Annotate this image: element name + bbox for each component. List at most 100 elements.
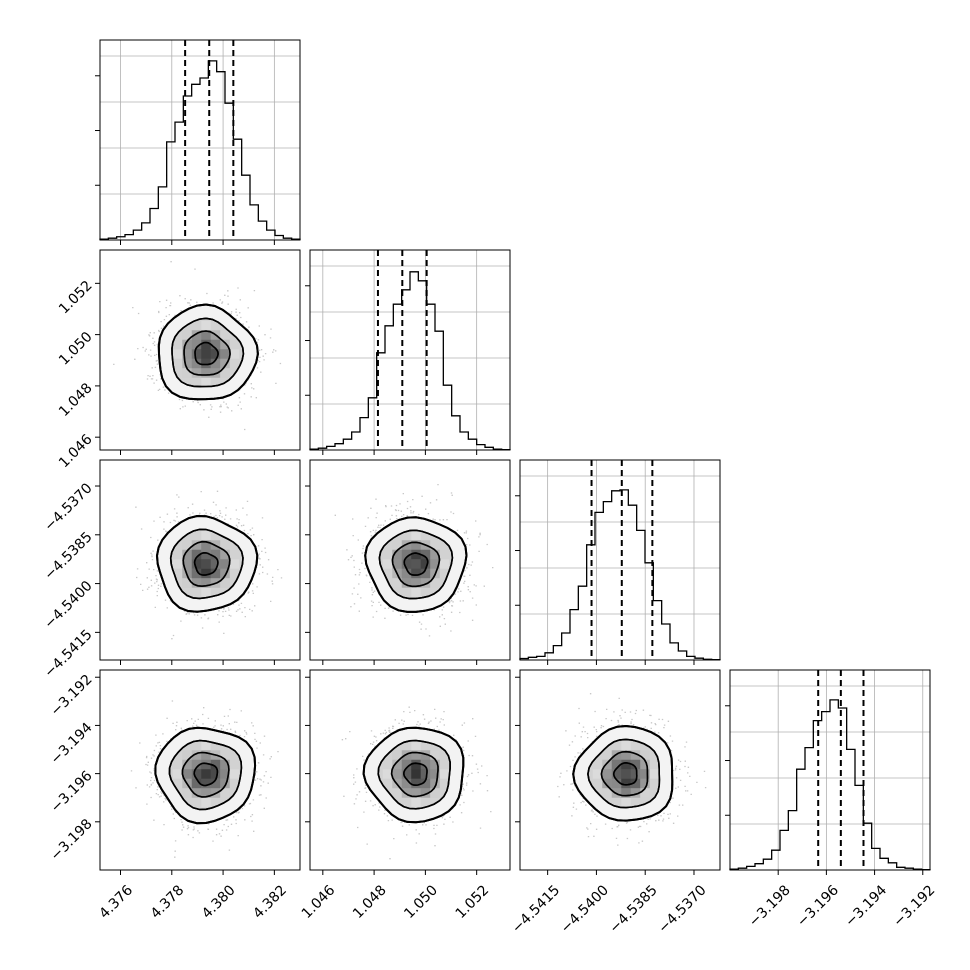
density-cell <box>201 568 211 579</box>
panel-frame <box>309 459 511 661</box>
x-tick-label: −3.192 <box>890 882 938 930</box>
x-tick-label: 4.376 <box>96 882 136 922</box>
density-cell <box>182 330 192 340</box>
x-tick-label: 1.048 <box>350 882 390 922</box>
density-cell <box>191 559 202 569</box>
density-cell <box>420 578 431 588</box>
density-cell <box>210 349 221 359</box>
density-cell <box>392 578 402 588</box>
density-cell <box>392 769 402 779</box>
density-cell <box>411 759 421 770</box>
density-cell <box>220 778 230 789</box>
density-cell <box>602 769 612 779</box>
density-cell <box>220 358 230 369</box>
density-cell <box>220 578 230 588</box>
contour-line <box>390 751 439 798</box>
density-cell <box>220 330 230 340</box>
density-cell <box>191 778 202 789</box>
density-cell <box>640 769 650 779</box>
density-cell <box>401 778 412 789</box>
x-tick-label: 4.378 <box>148 882 188 922</box>
density-cell <box>201 587 211 598</box>
scatter-panel-3-4 <box>515 669 721 875</box>
density-cell <box>201 358 211 369</box>
panel-frame <box>99 249 301 451</box>
density-cell <box>630 778 641 789</box>
density-cell <box>401 568 412 579</box>
contour-line <box>403 552 429 576</box>
panel-frame <box>519 669 721 871</box>
density-cell <box>392 788 402 798</box>
y-tick-label: 1.052 <box>56 278 96 318</box>
x-tick-label: 4.382 <box>250 882 290 922</box>
density-cell <box>382 559 393 569</box>
density-cell <box>220 750 230 760</box>
density-cell <box>201 769 211 779</box>
density-cell <box>229 349 240 359</box>
density-cell <box>411 549 421 560</box>
scatter-panel-1-2 <box>95 249 301 455</box>
density-cell <box>602 778 612 789</box>
density-cell <box>201 559 211 569</box>
density-cell <box>182 339 192 350</box>
density-cell <box>411 769 421 779</box>
density-cell <box>630 759 641 770</box>
density-cell <box>411 559 421 569</box>
contour-line <box>194 341 219 366</box>
histogram-series <box>99 60 301 240</box>
contour-line <box>157 303 259 401</box>
density-cell <box>621 778 631 789</box>
x-tick-label: 1.046 <box>299 882 339 922</box>
density-cell <box>182 349 192 359</box>
density-cell <box>420 549 431 560</box>
density-cell <box>210 358 221 369</box>
contour-line <box>378 529 454 600</box>
x-tick-label: 4.380 <box>199 882 239 922</box>
density-cell <box>382 769 393 779</box>
density-cell <box>430 578 440 588</box>
contour-line <box>362 726 465 824</box>
hist-panel-3 <box>515 459 721 665</box>
density-cell <box>621 750 631 760</box>
density-cell <box>220 368 230 378</box>
contour-line <box>193 551 219 576</box>
contour-line <box>182 540 231 588</box>
density-cell <box>602 788 612 798</box>
density-cell <box>201 740 211 751</box>
y-tick-label: −4.5415 <box>41 627 95 681</box>
x-tick-label: −4.5370 <box>655 882 709 936</box>
y-tick-label: −3.196 <box>48 768 96 816</box>
density-cell <box>621 797 631 808</box>
density-cell <box>630 769 641 779</box>
density-cell <box>611 778 622 789</box>
density-cell <box>602 759 612 770</box>
density-cell <box>201 339 211 350</box>
density-cell <box>401 759 412 770</box>
density-cell <box>191 339 202 350</box>
density-cell <box>182 540 192 550</box>
contour-line <box>587 738 661 809</box>
x-tick-label: −4.5400 <box>558 882 612 936</box>
panel-frame <box>309 669 511 871</box>
density-cell <box>182 549 192 560</box>
y-tick-label: −3.198 <box>48 816 96 864</box>
scatter-panel-2-4 <box>305 669 511 875</box>
density-cell <box>220 339 230 350</box>
density-cell <box>621 759 631 770</box>
density-cell <box>401 578 412 588</box>
density-cell <box>191 788 202 798</box>
contour-line <box>364 516 468 613</box>
x-tick-label: −4.5415 <box>509 882 563 936</box>
density-cell <box>611 769 622 779</box>
density-cell <box>220 788 230 798</box>
density-cell <box>201 778 211 789</box>
density-cell <box>649 769 660 779</box>
density-cell <box>392 549 402 560</box>
density-cell <box>621 740 631 751</box>
density-cell <box>592 769 603 779</box>
density-cell <box>201 530 211 541</box>
density-cell <box>182 750 192 760</box>
density-cell <box>411 740 421 751</box>
density-cell <box>411 750 421 760</box>
